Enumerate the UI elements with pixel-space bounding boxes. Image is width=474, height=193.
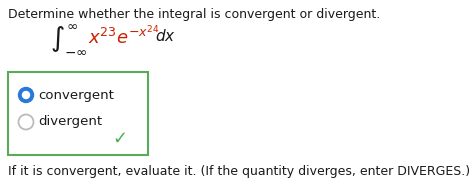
Circle shape: [18, 87, 34, 102]
Text: $x^{23}e^{-x^{24}}$: $x^{23}e^{-x^{24}}$: [88, 25, 160, 48]
Text: divergent: divergent: [38, 115, 102, 129]
Text: $dx$: $dx$: [155, 28, 176, 44]
Text: If it is convergent, evaluate it. (If the quantity diverges, enter DIVERGES.): If it is convergent, evaluate it. (If th…: [8, 165, 470, 178]
Text: $\int_{-\infty}^{\infty}$: $\int_{-\infty}^{\infty}$: [50, 23, 87, 56]
Text: ✓: ✓: [112, 130, 128, 148]
Circle shape: [22, 91, 29, 98]
Text: Determine whether the integral is convergent or divergent.: Determine whether the integral is conver…: [8, 8, 380, 21]
Text: convergent: convergent: [38, 89, 114, 102]
FancyBboxPatch shape: [8, 72, 148, 155]
